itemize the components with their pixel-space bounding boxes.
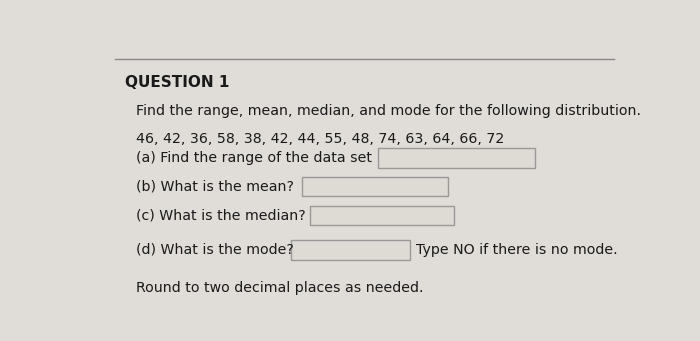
Bar [302,177,448,196]
Text: Round to two decimal places as needed.: Round to two decimal places as needed. [136,281,424,295]
Bar [291,240,410,260]
Text: (a) Find the range of the data set: (a) Find the range of the data set [136,151,372,165]
Text: (c) What is the median?: (c) What is the median? [136,209,306,223]
Text: (d) What is the mode?: (d) What is the mode? [136,243,294,257]
Text: 46, 42, 36, 58, 38, 42, 44, 55, 48, 74, 63, 64, 66, 72: 46, 42, 36, 58, 38, 42, 44, 55, 48, 74, … [136,132,505,146]
Text: (b) What is the mean?: (b) What is the mean? [136,180,294,194]
Text: Find the range, mean, median, and mode for the following distribution.: Find the range, mean, median, and mode f… [136,104,641,118]
Bar [378,148,535,168]
Bar [310,206,454,225]
Text: QUESTION 1: QUESTION 1 [125,75,230,90]
Text: Type NO if there is no mode.: Type NO if there is no mode. [416,243,617,257]
